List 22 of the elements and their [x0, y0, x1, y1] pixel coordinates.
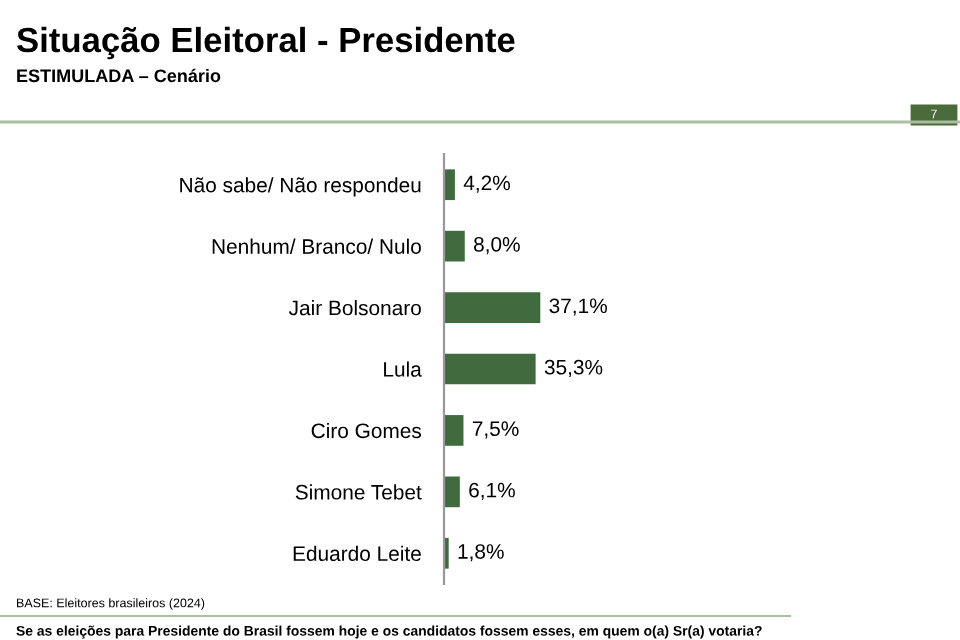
data-label: 8,0%: [474, 236, 520, 255]
data-label: 6,1%: [469, 482, 515, 500]
bar: [444, 476, 460, 508]
y-tick-label: Lula: [384, 361, 422, 377]
y-tick-label: Nenhum/ Branco/ Nulo: [212, 238, 421, 254]
data-label: 1,8%: [458, 544, 504, 562]
data-label: 4,2%: [463, 175, 510, 193]
y-tick-label: Não sabe/ Não respondeu: [180, 177, 421, 197]
data-label: 35,3%: [544, 359, 603, 378]
text: ESTIMULADA – Cenário: [17, 68, 221, 83]
y-tick-label: Simone Tebet: [295, 484, 422, 500]
bar: [444, 230, 465, 262]
data-label: 37,1%: [549, 298, 607, 316]
bar: [444, 353, 536, 385]
data-label: 7,5%: [472, 421, 519, 439]
bar: [444, 169, 455, 201]
chart-title: Situação Eleitoral - Presidente: [17, 26, 515, 60]
y-tick-label: Ciro Gomes: [311, 422, 422, 439]
y-tick-label: Jair Bolsonaro: [288, 300, 421, 316]
bar: [444, 415, 464, 446]
y-tick-label: Eduardo Leite: [293, 545, 421, 562]
bar: [444, 292, 541, 323]
